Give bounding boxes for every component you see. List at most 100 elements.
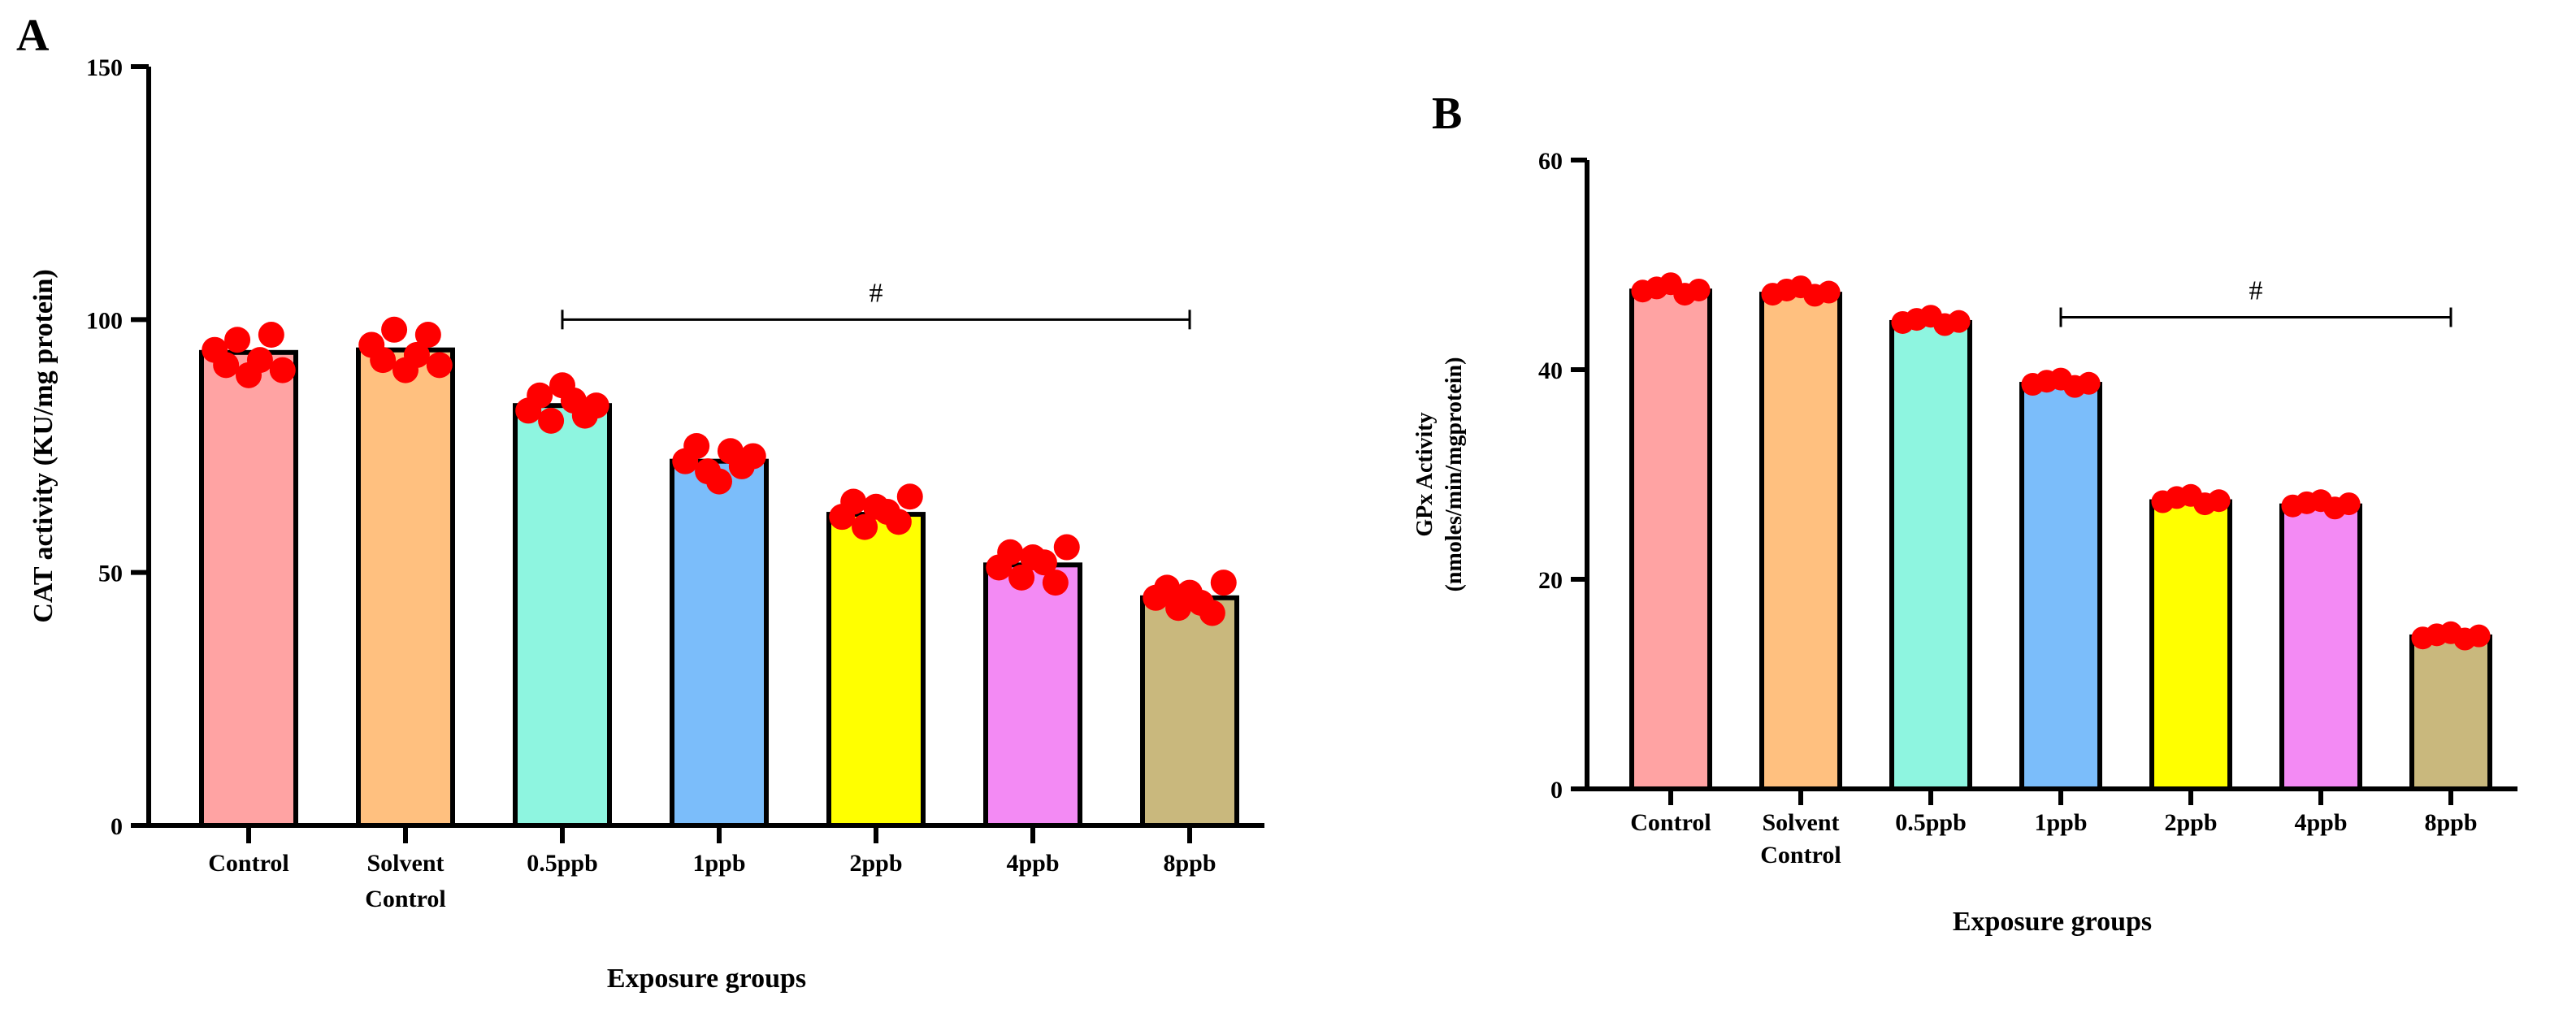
bar bbox=[2149, 499, 2232, 791]
x-tick-label: 2ppb bbox=[849, 850, 902, 877]
data-point bbox=[1053, 534, 1080, 561]
y-axis-title: CAT activity (KU/mg protein) bbox=[28, 269, 59, 622]
data-point bbox=[258, 322, 284, 349]
data-point bbox=[527, 382, 553, 409]
data-point bbox=[381, 316, 408, 343]
data-point bbox=[852, 513, 878, 540]
bar bbox=[199, 349, 298, 829]
bar bbox=[513, 403, 612, 829]
x-tick-label-line: Control bbox=[208, 850, 288, 877]
x-tick-label: 0.5ppb bbox=[527, 850, 598, 877]
data-point bbox=[1947, 310, 1971, 333]
x-tick-label-line: 8ppb bbox=[2424, 809, 2477, 836]
x-axis-title: Exposure groups bbox=[1953, 907, 2152, 937]
data-point bbox=[885, 509, 912, 535]
y-tick-label: 20 bbox=[1538, 567, 1563, 594]
data-point bbox=[739, 443, 766, 470]
x-tick-label-line: 1ppb bbox=[692, 850, 745, 877]
data-point bbox=[246, 347, 273, 374]
x-tick-label: Control bbox=[208, 850, 288, 877]
data-point bbox=[1199, 600, 1225, 626]
x-tick-label-line: 4ppb bbox=[2294, 809, 2347, 836]
x-tick-label: Solvent Control bbox=[365, 850, 445, 912]
data-point bbox=[403, 341, 430, 368]
x-tick-label-line: Solvent bbox=[366, 850, 444, 877]
data-point bbox=[706, 468, 732, 495]
y-axis-title-line: (nmoles/min/mgprotein) bbox=[1442, 357, 1467, 592]
x-tick-label: 0.5ppb bbox=[1895, 809, 1967, 836]
data-point bbox=[1817, 280, 1841, 304]
data-point bbox=[1042, 570, 1069, 596]
chart-panel-b: B 0 20 40 60 Control Solvent Control 0.5ppb 1ppb 2… bbox=[1412, 89, 2517, 937]
data-point bbox=[2337, 492, 2361, 516]
data-point bbox=[1687, 278, 1711, 301]
data-point bbox=[896, 483, 923, 510]
x-tick-label: 8ppb bbox=[2424, 809, 2477, 836]
x-tick-label: Control bbox=[1630, 809, 1711, 836]
data-point bbox=[269, 357, 296, 383]
x-tick-label-line: 2ppb bbox=[2164, 809, 2217, 836]
bar bbox=[670, 458, 769, 828]
data-point bbox=[1210, 570, 1237, 596]
x-tick-label-line: 8ppb bbox=[1163, 850, 1216, 877]
data-point bbox=[2207, 489, 2231, 513]
significance-label: # bbox=[2249, 276, 2263, 306]
x-tick-label-line: 2ppb bbox=[849, 850, 902, 877]
bar bbox=[826, 512, 926, 828]
y-tick-label: 150 bbox=[86, 54, 123, 81]
y-tick-label: 60 bbox=[1538, 148, 1563, 175]
x-tick-label-line: 0.5ppb bbox=[1895, 809, 1967, 836]
data-point bbox=[997, 539, 1024, 565]
x-tick-label-line: Control bbox=[1760, 842, 1841, 869]
x-tick-label-line: 0.5ppb bbox=[527, 850, 598, 877]
y-axis-title-line: GPx Activity bbox=[1412, 412, 1438, 536]
x-tick-label: 4ppb bbox=[2294, 809, 2347, 836]
bar bbox=[1759, 292, 1842, 791]
x-tick-label: 2ppb bbox=[2164, 809, 2217, 836]
data-point bbox=[683, 433, 710, 459]
x-tick-label: 1ppb bbox=[692, 850, 745, 877]
data-point bbox=[414, 322, 441, 349]
y-axis-title: GPx Activity (nmoles/min/mgprotein) bbox=[1412, 357, 1467, 592]
data-point bbox=[840, 488, 867, 515]
bar bbox=[1889, 319, 1972, 791]
bar bbox=[1629, 288, 1712, 791]
y-tick-label: 50 bbox=[98, 561, 123, 587]
panel-label: A bbox=[16, 11, 50, 61]
data-point bbox=[224, 327, 251, 353]
chart-panel-a: A 0 50 100 150 Control Solvent Control 0.5ppb 1pp… bbox=[16, 11, 1264, 994]
x-tick-label-line: Control bbox=[365, 886, 445, 912]
data-point bbox=[2467, 624, 2491, 648]
data-point bbox=[2077, 371, 2101, 395]
x-axis-title: Exposure groups bbox=[607, 964, 806, 994]
data-point bbox=[583, 392, 609, 419]
data-point bbox=[1154, 574, 1181, 601]
y-tick-label: 40 bbox=[1538, 357, 1563, 384]
x-tick-label: 4ppb bbox=[1006, 850, 1059, 877]
data-point bbox=[538, 407, 565, 434]
x-tick-label-line: Control bbox=[1630, 809, 1711, 836]
x-tick-label-line: 1ppb bbox=[2034, 809, 2087, 836]
data-point bbox=[370, 347, 397, 374]
y-tick-label: 0 bbox=[111, 813, 123, 840]
significance-label: # bbox=[870, 278, 883, 308]
data-point bbox=[426, 352, 453, 379]
bar bbox=[983, 562, 1082, 828]
data-point bbox=[213, 352, 240, 379]
x-tick-label: 1ppb bbox=[2034, 809, 2087, 836]
panel-label: B bbox=[1432, 89, 1462, 139]
bar bbox=[2409, 634, 2492, 792]
x-tick-label: 8ppb bbox=[1163, 850, 1216, 877]
bar bbox=[356, 347, 455, 828]
bar bbox=[2019, 382, 2102, 791]
y-tick-label: 100 bbox=[86, 307, 123, 334]
y-tick-label: 0 bbox=[1550, 777, 1563, 804]
bar bbox=[2279, 503, 2362, 791]
bar bbox=[1140, 595, 1239, 828]
x-tick-label-line: 4ppb bbox=[1006, 850, 1059, 877]
x-tick-label: Solvent Control bbox=[1760, 809, 1841, 869]
data-point bbox=[1030, 549, 1057, 576]
x-tick-label-line: Solvent bbox=[1762, 809, 1839, 836]
data-point bbox=[1008, 564, 1035, 591]
